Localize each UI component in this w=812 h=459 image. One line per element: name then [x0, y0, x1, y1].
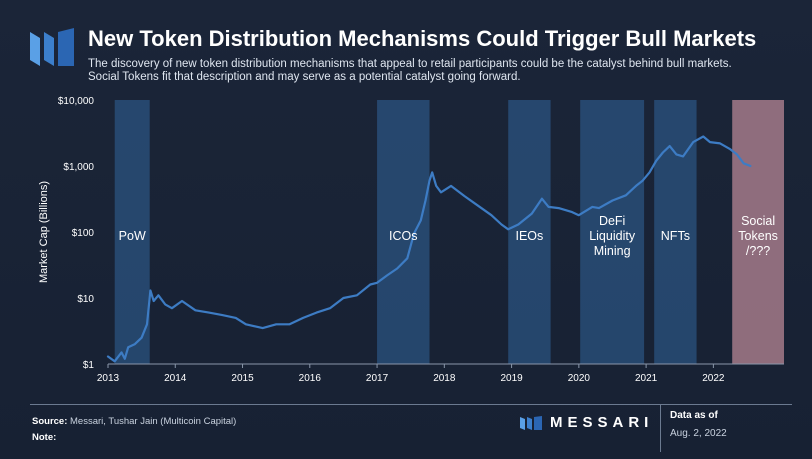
- x-tick-label: 2014: [164, 373, 187, 384]
- source-note: Source: Messari, Tushar Jain (Multicoin …: [32, 416, 236, 427]
- brand: MESSARI: [520, 414, 653, 431]
- line-layer: [106, 135, 752, 363]
- x-tick-label: 2020: [568, 373, 591, 384]
- x-tick-label: 2022: [702, 373, 725, 384]
- chart-subtitle: The discovery of new token distribution …: [88, 58, 788, 84]
- footer-divider: [30, 404, 792, 405]
- x-tick-label: 2019: [500, 373, 523, 384]
- x-tick-label: 2015: [231, 373, 254, 384]
- band-social-tokens: [732, 100, 784, 364]
- x-tick-label: 2017: [366, 373, 389, 384]
- y-tick-label: $10,000: [58, 96, 95, 107]
- subtitle-line-1: The discovery of new token distribution …: [88, 58, 732, 70]
- band-label: PoW: [119, 229, 146, 243]
- y-tick-label: $10: [77, 294, 94, 305]
- band-defi-liquidity-mining: [580, 100, 645, 364]
- x-tick-label: 2021: [635, 373, 658, 384]
- y-axis-label: Market Cap (Billions): [38, 181, 50, 283]
- source-label: Source:: [32, 416, 68, 427]
- source-text: Messari, Tushar Jain (Multicoin Capital): [70, 416, 237, 427]
- y-tick-label: $100: [72, 228, 95, 239]
- chart-title: New Token Distribution Mechanisms Could …: [88, 26, 757, 51]
- footer-vertical-divider: [660, 404, 661, 452]
- series-line: [106, 135, 752, 363]
- y-tick-label: $1: [83, 360, 95, 371]
- data-as-of-date: Aug. 2, 2022: [670, 428, 727, 439]
- band-pow: [114, 100, 150, 364]
- band-nfts: [654, 100, 697, 364]
- band-label: NFTs: [661, 229, 690, 243]
- y-tick-label: $1,000: [63, 162, 94, 173]
- band-label: DeFi: [599, 214, 625, 228]
- messari-logo-icon: [30, 28, 74, 66]
- band-layer: [114, 100, 784, 364]
- x-tick-label: 2013: [97, 373, 120, 384]
- band-label: IEOs: [516, 229, 544, 243]
- band-icos: [377, 100, 430, 364]
- band-ieos: [508, 100, 551, 364]
- band-label: Mining: [594, 244, 631, 258]
- x-tick-label: 2018: [433, 373, 456, 384]
- band-label: Tokens: [738, 229, 778, 243]
- brand-name: MESSARI: [550, 414, 654, 431]
- band-label: /???: [746, 244, 770, 258]
- market-cap-chart: $1 $10 $100 $1,000 $10,000 2013 2014 2015 2016 20…: [38, 96, 784, 384]
- subtitle-line-2: Social Tokens fit that description and m…: [88, 71, 521, 83]
- x-tick-label: 2016: [299, 373, 322, 384]
- data-as-of-label: Data as of: [670, 410, 718, 421]
- band-label: Social: [741, 214, 775, 228]
- band-label: Liquidity: [589, 229, 636, 243]
- note-label: Note:: [32, 432, 57, 443]
- axis-layer: $1 $10 $100 $1,000 $10,000 2013 2014 2015 2016 20…: [38, 96, 784, 384]
- messari-mark-icon: [520, 415, 542, 430]
- band-label: ICOs: [389, 229, 417, 243]
